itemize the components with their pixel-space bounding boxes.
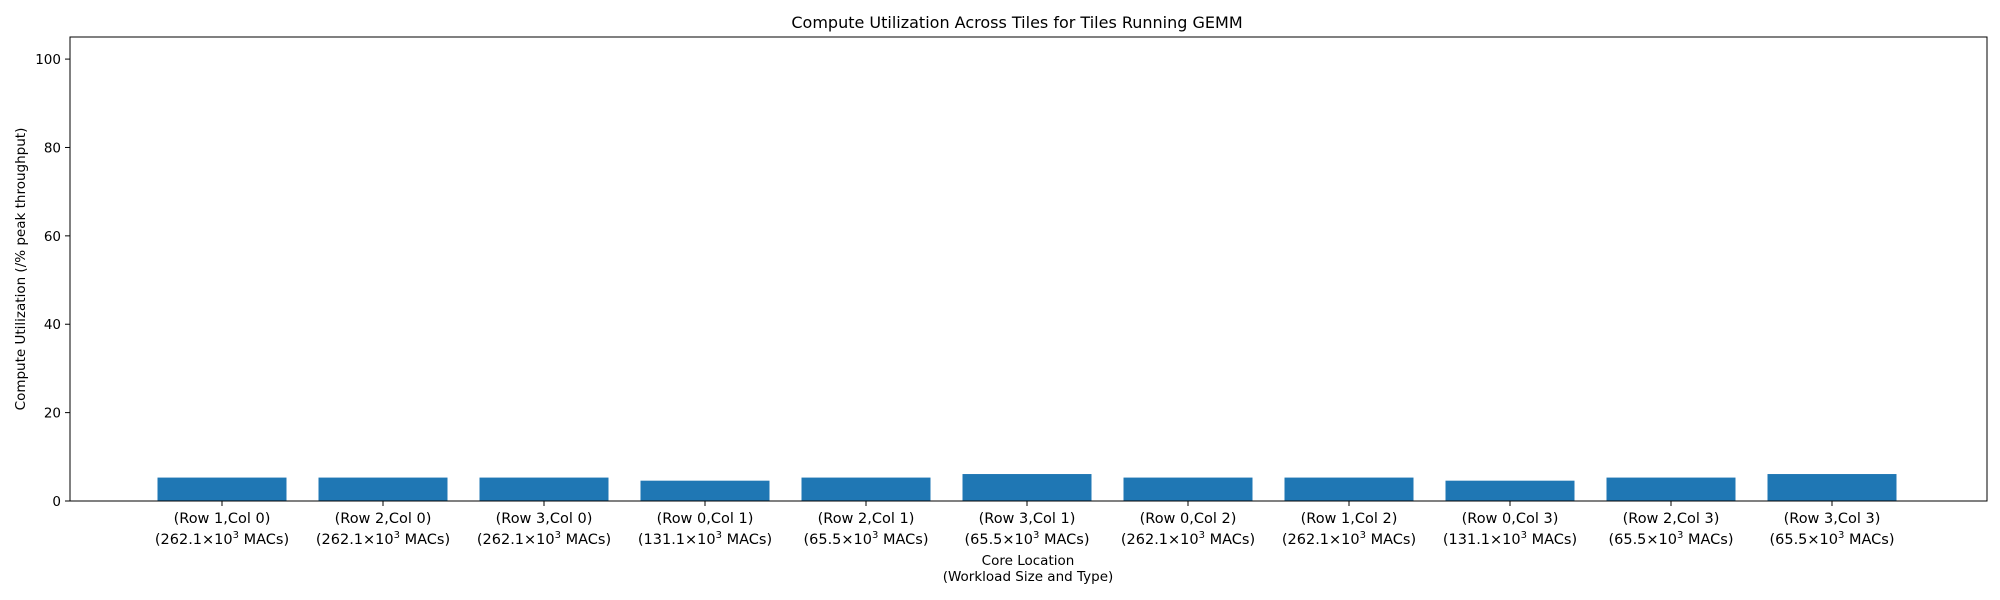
x-axis: (Row 1,Col 0) (262.1×103 MACs) (Row 2,Col … [155, 501, 1895, 548]
y-tick-label: 20 [44, 406, 61, 422]
bar [1284, 477, 1414, 501]
y-tick-label: 0 [52, 494, 61, 510]
x-tick-label-workload: (262.1×103 MACs) [477, 530, 611, 548]
x-tick-label-workload: (65.5×103 MACs) [1769, 530, 1894, 548]
bar [1767, 474, 1897, 501]
bars-group [157, 474, 1897, 501]
x-tick-label: (Row 1,Col 0) [174, 511, 271, 527]
x-tick-label: (Row 2,Col 1) [818, 511, 915, 527]
chart-title: Compute Utilization Across Tiles for Til… [791, 13, 1242, 32]
y-axis-label: Compute Utilization (/% peak throughput) [13, 128, 29, 411]
x-tick-label: (Row 2,Col 0) [335, 511, 432, 527]
x-tick-label: (Row 0,Col 3) [1462, 511, 1559, 527]
y-tick-label: 80 [44, 140, 61, 156]
x-tick-label-workload: (65.5×103 MACs) [1608, 530, 1733, 548]
x-tick-label: (Row 3,Col 1) [979, 511, 1076, 527]
x-tick-label: (Row 0,Col 1) [657, 511, 754, 527]
x-tick-label-workload: (262.1×103 MACs) [155, 530, 289, 548]
bar [962, 474, 1092, 501]
bar [1123, 477, 1253, 501]
y-tick-label: 40 [44, 317, 61, 333]
bar [801, 477, 931, 501]
x-tick-label: (Row 2,Col 3) [1623, 511, 1720, 527]
y-tick-label: 100 [35, 52, 61, 68]
x-tick-label-workload: (131.1×103 MACs) [1443, 530, 1577, 548]
plot-frame [69, 36, 1988, 502]
x-tick-label-workload: (65.5×103 MACs) [803, 530, 928, 548]
x-tick-label-workload: (262.1×103 MACs) [1282, 530, 1416, 548]
x-tick-label: (Row 3,Col 3) [1784, 511, 1881, 527]
y-tick-label: 60 [44, 229, 61, 245]
x-tick-label-workload: (262.1×103 MACs) [1121, 530, 1255, 548]
bar [1445, 480, 1575, 501]
x-axis-label-line1: Core Location [982, 553, 1075, 569]
bar [479, 477, 609, 501]
x-tick-label-workload: (262.1×103 MACs) [316, 530, 450, 548]
y-axis: 0 20 40 60 80 100 [35, 52, 70, 510]
bar [1606, 477, 1736, 501]
x-axis-label: Core Location (Workload Size and Type) [943, 553, 1114, 585]
x-tick-label-workload: (65.5×103 MACs) [964, 530, 1089, 548]
x-axis-label-line2: (Workload Size and Type) [943, 569, 1114, 585]
x-tick-label-workload: (131.1×103 MACs) [638, 530, 772, 548]
x-tick-label: (Row 0,Col 2) [1140, 511, 1237, 527]
bar [157, 477, 287, 501]
bar [318, 477, 448, 501]
x-tick-label: (Row 3,Col 0) [496, 511, 593, 527]
x-tick-label: (Row 1,Col 2) [1301, 511, 1398, 527]
bar [640, 480, 770, 501]
